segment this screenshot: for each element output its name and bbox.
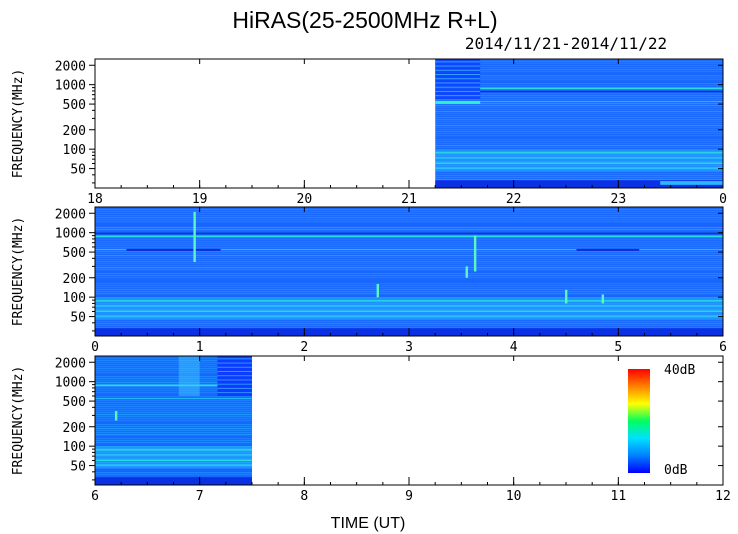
radio-burst [473,235,477,272]
y-tick-label: 2000 [55,59,86,74]
colorbar-gradient [628,369,650,473]
spectrum-data [95,207,723,336]
x-tick-label: 9 [405,489,413,504]
y-tick-label: 2000 [55,356,86,371]
spectrum-data [435,59,723,188]
x-tick-label: 6 [91,489,99,504]
x-tick-label: 20 [297,192,313,207]
y-tick-label: 2000 [55,207,86,222]
panel-middle: 0 1 2 3 4 5 6 50 100 200 500 1000 2000 FREQUENCY(MHz) [11,206,727,355]
x-tick-label: 19 [192,192,208,207]
date-range: 2014/11/21-2014/11/22 [465,34,667,53]
y-axis-title: FREQUENCY(MHz) [11,217,26,327]
y-tick-label: 500 [63,98,86,113]
panel-bottom: 6 7 8 9 10 11 12 50 100 200 500 1000 2000 FREQUENCY(M… [11,355,731,504]
radio-burst [193,211,196,263]
x-tick-label: 3 [405,340,413,355]
x-tick-label: 10 [506,489,522,504]
y-tick-label: 500 [63,246,86,261]
y-tick-label: 50 [70,460,86,475]
radio-burst [601,294,605,304]
y-axis-title: FREQUENCY(MHz) [11,69,26,179]
figure-title: HiRAS(25-2500MHz R+L) [232,7,497,33]
x-tick-label: 2 [300,340,308,355]
x-tick-label: 4 [510,340,518,355]
x-tick-label: 21 [401,192,417,207]
panel-top: 18 19 20 21 22 23 0 50 100 200 500 1000 2000 FREQUENC… [11,58,727,207]
x-tick-label: 23 [611,192,627,207]
y-tick-label: 1000 [55,376,86,391]
x-tick-label: 11 [611,489,627,504]
y-tick-label: 200 [63,421,86,436]
y-tick-label: 500 [63,395,86,410]
radio-burst [114,411,118,421]
x-tick-label: 8 [300,489,308,504]
colorbar-max-label: 40dB [664,363,695,378]
radio-burst [465,266,468,278]
y-tick-label: 1000 [55,227,86,242]
x-tick-label: 7 [196,489,204,504]
y-tick-label: 100 [63,291,86,306]
x-tick-label: 0 [719,192,727,207]
x-tick-label: 0 [91,340,99,355]
x-tick-label: 6 [719,340,727,355]
x-tick-label: 5 [614,340,622,355]
y-tick-label: 100 [63,143,86,158]
spectrum-data [95,356,252,485]
y-tick-label: 200 [63,124,86,139]
colorbar: 40dB 0dB [628,363,695,478]
x-tick-label: 18 [87,192,103,207]
radio-burst [376,284,379,298]
x-tick-label: 1 [196,340,204,355]
radio-burst [565,289,568,304]
x-tick-label: 12 [715,489,731,504]
y-tick-label: 100 [63,440,86,455]
y-tick-label: 50 [70,311,86,326]
y-tick-label: 50 [70,163,86,178]
x-axis-label: TIME (UT) [331,515,406,532]
y-tick-label: 1000 [55,79,86,94]
colorbar-min-label: 0dB [664,463,688,478]
y-axis-title: FREQUENCY(MHz) [11,366,26,476]
spectrogram-panels: 18 19 20 21 22 23 05010020050010002000FREQUENC… [11,58,731,504]
y-tick-label: 200 [63,272,86,287]
x-tick-label: 22 [506,192,522,207]
